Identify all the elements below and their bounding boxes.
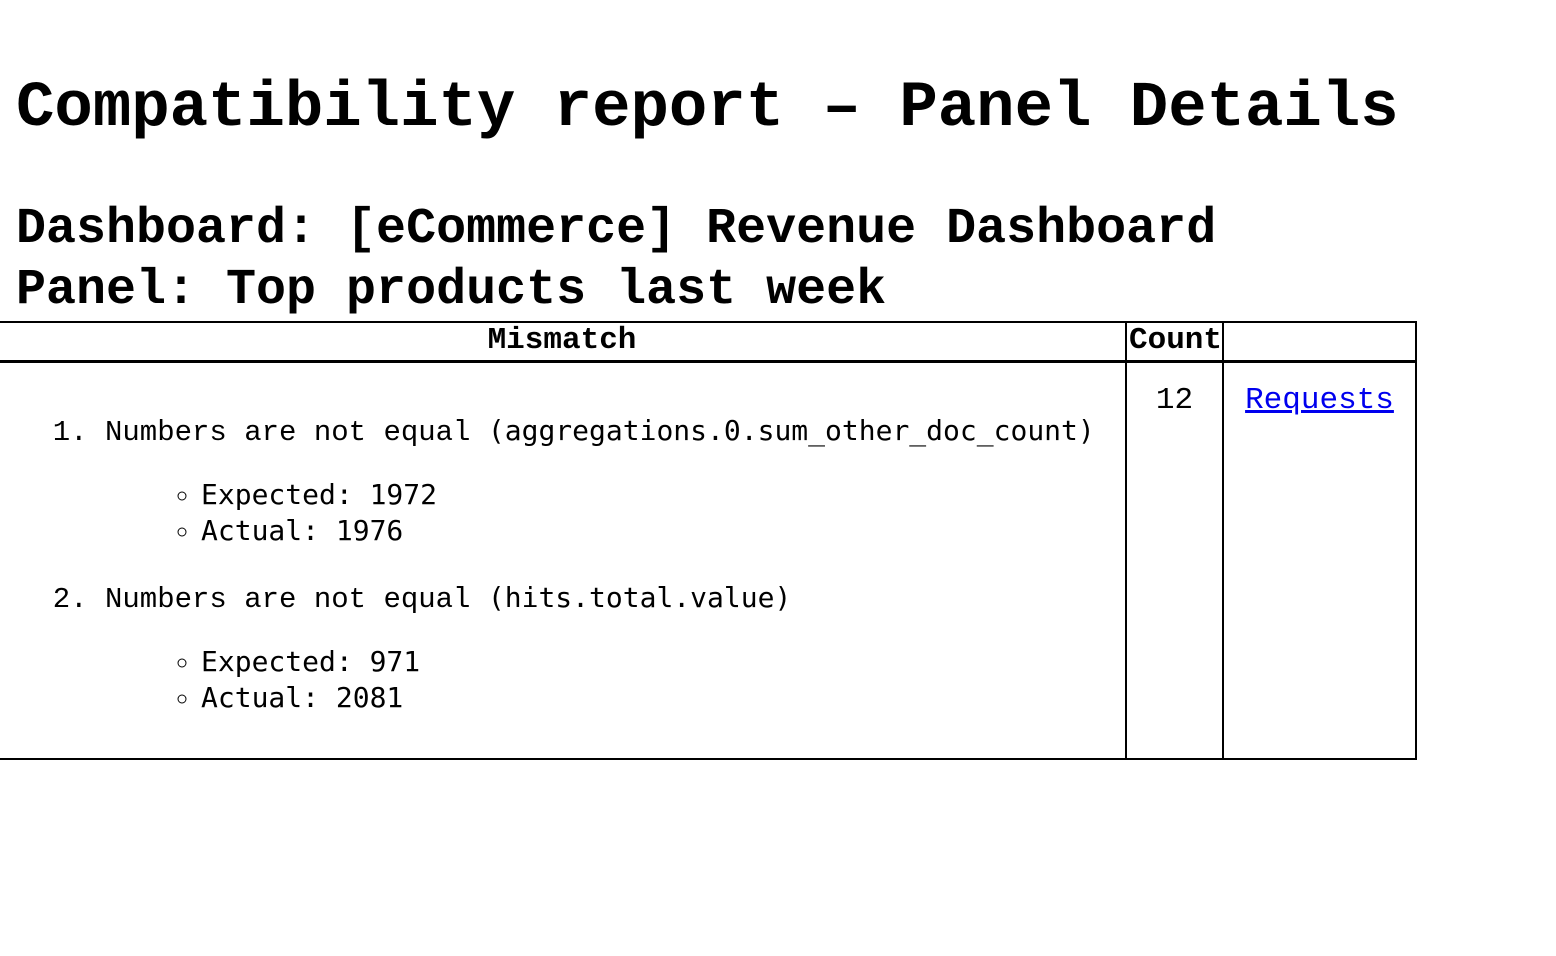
- mismatch-detail-list: Expected: 1972 Actual: 1976: [105, 478, 1123, 550]
- column-header-mismatch: Mismatch: [0, 321, 1127, 363]
- mismatch-item-1: Numbers are not equal (aggregations.0.su…: [105, 413, 1123, 550]
- table-header-row: Mismatch Count: [0, 321, 1417, 363]
- mismatch-code-path: (hits.total.value): [487, 581, 792, 614]
- dashboard-label: Dashboard: [eCommerce] Revenue Dashboard: [16, 201, 1217, 258]
- panel-label: Panel: Top products last week: [16, 262, 887, 319]
- count-cell: 12: [1125, 360, 1224, 760]
- mismatch-code-path: (aggregations.0.sum_other_doc_count): [487, 414, 1095, 447]
- mismatch-table: Mismatch Count Numbers are not equal (ag…: [0, 321, 1417, 760]
- actual-value: Actual: 2081: [201, 681, 1123, 717]
- expected-value: Expected: 971: [201, 645, 1123, 681]
- column-header-count: Count: [1125, 321, 1224, 363]
- actual-value: Actual: 1976: [201, 514, 1123, 550]
- mismatch-cell: Numbers are not equal (aggregations.0.su…: [0, 360, 1127, 760]
- expected-value: Expected: 1972: [201, 478, 1123, 514]
- mismatch-detail-list: Expected: 971 Actual: 2081: [105, 645, 1123, 717]
- requests-link[interactable]: Requests: [1245, 383, 1394, 418]
- column-header-actions: [1222, 321, 1417, 363]
- page-title: Compatibility report – Panel Details: [16, 73, 1399, 145]
- report-subtitle: Dashboard: [eCommerce] Revenue Dashboard…: [16, 199, 1540, 321]
- mismatch-message: Numbers are not equal: [105, 416, 488, 449]
- mismatch-list: Numbers are not equal (aggregations.0.su…: [1, 413, 1123, 717]
- table-row: Numbers are not equal (aggregations.0.su…: [0, 360, 1417, 760]
- mismatch-message: Numbers are not equal: [105, 583, 488, 616]
- requests-cell: Requests: [1222, 360, 1417, 760]
- mismatch-item-2: Numbers are not equal (hits.total.value)…: [105, 580, 1123, 717]
